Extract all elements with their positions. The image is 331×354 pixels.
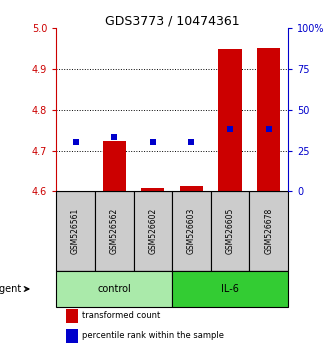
Bar bbox=[103, 141, 126, 191]
Text: GSM526603: GSM526603 bbox=[187, 208, 196, 254]
Text: IL-6: IL-6 bbox=[221, 284, 239, 294]
Text: agent: agent bbox=[0, 284, 22, 294]
Bar bbox=[249, 191, 288, 271]
Bar bbox=[257, 48, 280, 191]
Bar bbox=[172, 271, 288, 307]
Bar bbox=[172, 191, 211, 271]
Text: GSM526605: GSM526605 bbox=[225, 208, 235, 254]
Bar bbox=[218, 50, 242, 191]
Bar bbox=[56, 271, 172, 307]
Text: GSM526562: GSM526562 bbox=[110, 208, 119, 254]
Title: GDS3773 / 10474361: GDS3773 / 10474361 bbox=[105, 14, 239, 27]
Text: control: control bbox=[97, 284, 131, 294]
Bar bbox=[66, 329, 78, 343]
Text: GSM526678: GSM526678 bbox=[264, 208, 273, 254]
Bar bbox=[141, 188, 165, 191]
Bar bbox=[56, 191, 95, 271]
Text: transformed count: transformed count bbox=[82, 312, 160, 320]
Bar bbox=[211, 191, 249, 271]
Bar bbox=[66, 309, 78, 323]
Text: GSM526602: GSM526602 bbox=[148, 208, 157, 254]
Bar bbox=[133, 191, 172, 271]
Bar bbox=[180, 185, 203, 191]
Bar bbox=[95, 191, 133, 271]
Text: percentile rank within the sample: percentile rank within the sample bbox=[82, 331, 224, 340]
Text: GSM526561: GSM526561 bbox=[71, 208, 80, 254]
